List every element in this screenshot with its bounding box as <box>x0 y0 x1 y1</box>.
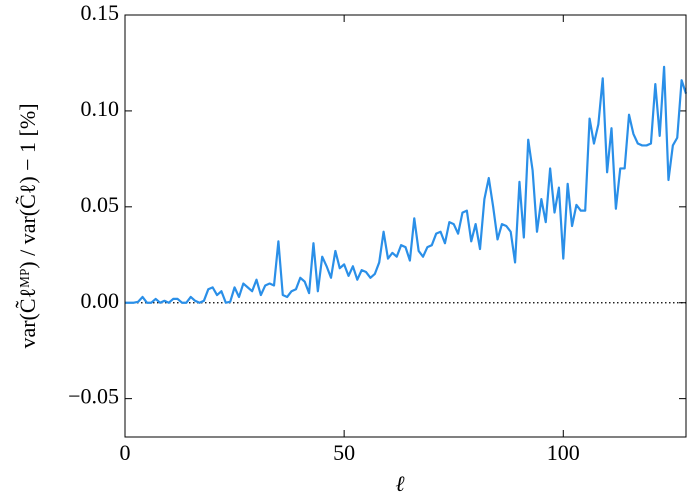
y-tick-label: 0.10 <box>81 96 120 121</box>
y-tick-label: 0.15 <box>81 0 120 25</box>
plot-frame <box>124 14 687 438</box>
data-line <box>125 65 688 304</box>
x-axis-label: ℓ <box>395 471 405 496</box>
x-tick-label: 0 <box>120 440 131 465</box>
y-tick-label: 0.05 <box>81 192 120 217</box>
y-tick-label: −0.05 <box>68 384 119 409</box>
y-tick-label: 0.00 <box>81 288 120 313</box>
x-tick-label: 100 <box>547 440 580 465</box>
x-tick-label: 50 <box>333 440 355 465</box>
y-axis-label: var(C̃ℓᴹᴾ) / var(C̃ℓ) − 1 [%] <box>15 103 40 348</box>
